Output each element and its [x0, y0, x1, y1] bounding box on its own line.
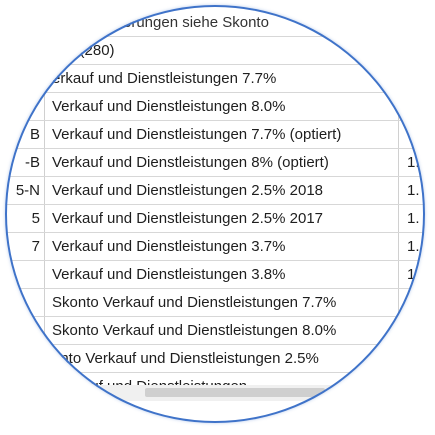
tax-code-cell [5, 317, 45, 344]
group-header-row[interactable]: ses (280) [5, 37, 425, 65]
table-row[interactable]: 5 Verkauf und Dienstleistungen 2.5% 2017… [5, 205, 425, 233]
description-cell: Verkauf und Dienstleistungen 7.7% (optie… [45, 121, 399, 148]
table-row[interactable]: onto Verkauf und Dienstleistungen 2.5% [5, 345, 425, 373]
table-title-text: erungen siehe Skonto [123, 14, 269, 31]
tax-code-cell [5, 93, 45, 120]
description-cell: erkauf und Dienstleistungen 7.7% [45, 65, 399, 92]
tax-code-cell [5, 289, 45, 316]
table-row[interactable]: Verkauf und Dienstleistungen 3.8% 1 [5, 261, 425, 289]
value-cell: 1. [407, 154, 420, 171]
description-cell: Verkauf und Dienstleistungen 2.5% 2017 [45, 205, 399, 232]
description-cell: Verkauf und Dienstleistungen 8% (optiert… [45, 149, 399, 176]
group-header-label: ses (280) [52, 42, 115, 59]
value-cell: 1 [407, 266, 416, 283]
table-row[interactable]: erkauf und Dienstleistungen 7.7% [5, 65, 425, 93]
value-cell [399, 121, 425, 148]
description-cell: Skonto Verkauf und Dienstleistungen 7.7% [45, 289, 399, 316]
value-cell [399, 317, 425, 344]
table-row[interactable]: B Verkauf und Dienstleistungen 7.7% (opt… [5, 121, 425, 149]
magnifier-lens: erungen siehe Skonto ses (280) erkauf un… [5, 5, 425, 423]
description-cell: onto Verkauf und Dienstleistungen 2.5% [45, 345, 399, 372]
value-cell: 1. [407, 210, 420, 227]
table-row[interactable]: Skonto Verkauf und Dienstleistungen 7.7% [5, 289, 425, 317]
horizontal-scrollbar-thumb[interactable] [145, 388, 325, 397]
tax-code-cell: 5-N [5, 177, 45, 204]
tax-code-cell [5, 65, 45, 92]
table-row[interactable]: Verkauf und Dienstleistungen 8.0% [5, 93, 425, 121]
description-cell: Verkauf und Dienstleistungen 8.0% [45, 93, 399, 120]
description-cell: Verkauf und Dienstleistungen 3.8% [45, 261, 399, 288]
tax-code-cell: 7 [5, 233, 45, 260]
table-row[interactable]: Skonto Verkauf und Dienstleistungen 8.0% [5, 317, 425, 345]
description-cell: Verkauf und Dienstleistungen 2.5% 2018 [45, 177, 399, 204]
description-cell: Skonto Verkauf und Dienstleistungen 8.0% [45, 317, 399, 344]
table-row[interactable]: 5-N Verkauf und Dienstleistungen 2.5% 20… [5, 177, 425, 205]
tax-code-cell: B [5, 121, 45, 148]
table-row[interactable]: 7 Verkauf und Dienstleistungen 3.7% 1. [5, 233, 425, 261]
value-cell [399, 65, 425, 92]
tax-code-cell [5, 261, 45, 288]
tax-code-cell: 5 [5, 205, 45, 232]
tax-code-cell [5, 345, 45, 372]
value-cell: 1. [407, 182, 420, 199]
table-row[interactable]: -B Verkauf und Dienstleistungen 8% (opti… [5, 149, 425, 177]
table-title-row: erungen siehe Skonto [5, 9, 425, 37]
description-cell: Verkauf und Dienstleistungen 3.7% [45, 233, 399, 260]
value-cell [399, 93, 425, 120]
value-cell: 1. [407, 238, 420, 255]
value-cell [399, 289, 425, 316]
tax-code-cell: -B [5, 149, 45, 176]
tax-code-table: erungen siehe Skonto ses (280) erkauf un… [5, 5, 425, 423]
value-cell [399, 345, 425, 372]
